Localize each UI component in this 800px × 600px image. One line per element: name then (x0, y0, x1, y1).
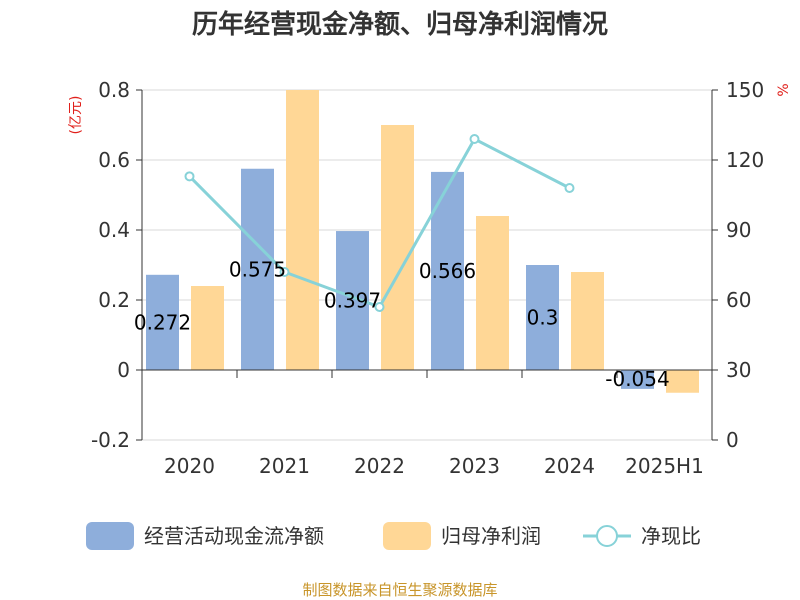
legend-label: 经营活动现金流净额 (144, 524, 324, 548)
axes: 0.8 0.6 0.4 0.2 0 -0.2 150 120 90 60 30 0 2020 2021 20… (91, 78, 764, 478)
bar-1-2022 (381, 125, 414, 370)
chart-title: 历年经营现金净额、归母净利润情况 (192, 9, 608, 40)
left-tick-label: 0.2 (98, 288, 130, 312)
right-tick-label: 150 (726, 78, 764, 102)
right-axis-unit: % (776, 83, 792, 96)
bar-marks (146, 90, 699, 393)
x-tick-label: 2023 (449, 454, 500, 478)
legend-swatch (86, 522, 134, 550)
left-tick-label: 0 (117, 358, 130, 382)
right-tick-label: 60 (726, 288, 751, 312)
legend-label: 归母净利润 (441, 524, 541, 548)
x-tick-label: 2024 (544, 454, 595, 478)
bar-1-2024 (571, 272, 604, 370)
bar-1-2025H1 (666, 370, 699, 393)
source-note: 制图数据来自恒生聚源数据库 (302, 581, 497, 599)
left-tick-label: 0.4 (98, 218, 130, 242)
x-tick-label: 2022 (354, 454, 405, 478)
bar-0-2025H1 (621, 370, 654, 389)
ratio-point (279, 267, 290, 277)
bar-0-2024 (526, 265, 559, 370)
data-label: 0.566 (419, 259, 476, 283)
data-label: 0.575 (229, 257, 286, 281)
ratio-point (184, 171, 195, 182)
x-tick-label: 2020 (164, 454, 215, 478)
legend-label: 净现比 (641, 524, 701, 548)
legend-swatch (383, 522, 431, 550)
x-tick-label: 2025H1 (625, 454, 704, 478)
data-label: 0.3 (527, 306, 559, 330)
right-tick-label: 90 (726, 218, 751, 242)
left-axis-unit: (亿元) (68, 96, 84, 135)
left-tick-label: -0.2 (91, 428, 130, 452)
legend: 经营活动现金流净额 归母净利润 净现比 (86, 522, 701, 550)
bar-1-2020 (191, 286, 224, 370)
right-tick-label: 0 (726, 428, 739, 452)
ratio-point (374, 302, 385, 312)
line-series (184, 134, 575, 312)
right-tick-label: 120 (726, 148, 764, 172)
x-tick-label: 2021 (259, 454, 310, 478)
right-tick-label: 30 (726, 358, 751, 382)
bar-0-2021 (241, 168, 274, 370)
ratio-point (564, 183, 575, 193)
data-label: 0.272 (134, 310, 191, 334)
bar-1-2021 (286, 90, 319, 370)
bar-0-2020 (146, 274, 179, 370)
data-label: -0.054 (605, 367, 669, 391)
legend-swatch-marker (596, 525, 618, 547)
ratio-point (469, 134, 480, 144)
data-label: 0.397 (324, 289, 381, 313)
bar-1-2023 (476, 216, 509, 370)
left-tick-label: 0.6 (98, 148, 130, 172)
left-tick-label: 0.8 (98, 78, 130, 102)
data-labels: 0.272 0.575 0.397 0.566 0.3 -0.054 (134, 257, 670, 391)
